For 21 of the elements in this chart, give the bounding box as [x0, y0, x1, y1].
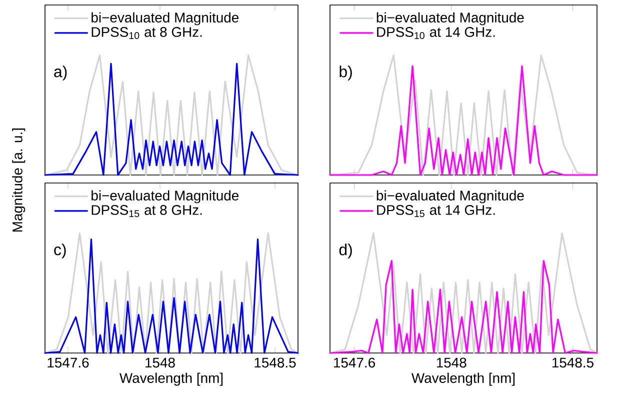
x-tick-label: 1548 — [146, 358, 175, 368]
annotation: b) — [340, 66, 352, 80]
x-tick-label: 1547.6 — [334, 358, 375, 368]
x-tick-label: 1548.5 — [552, 358, 594, 368]
x-tick-label: 1548 — [436, 358, 466, 368]
x-axis-title: Wavelength [nm] — [412, 372, 515, 386]
annotation: d) — [339, 244, 352, 258]
annotation: a) — [54, 66, 67, 80]
legend-label: bi−evaluated Magnitude — [376, 190, 524, 204]
legend-label: bi−evaluated Magnitude — [92, 190, 239, 204]
legend-label: bi−evaluated Magnitude — [92, 12, 239, 26]
x-tick-label: 1548.5 — [254, 358, 296, 368]
legend-label: DPSS$_{10}$ at 8 GHz. — [92, 27, 202, 40]
legend-label: DPSS$_{15}$ at 14 GHz. — [377, 205, 495, 218]
annotation: c) — [54, 244, 66, 258]
x-tick-label: 1547.6 — [48, 358, 89, 368]
legend-label: DPSS$_{10}$ at 14 GHz. — [377, 27, 495, 40]
legend-label: DPSS$_{15}$ at 8 GHz. — [92, 205, 202, 218]
legend-label: bi−evaluated Magnitude — [376, 12, 524, 26]
x-axis-title: Wavelength [nm] — [119, 372, 223, 386]
y-axis-title: Magnitude [a. u.] — [12, 128, 26, 232]
